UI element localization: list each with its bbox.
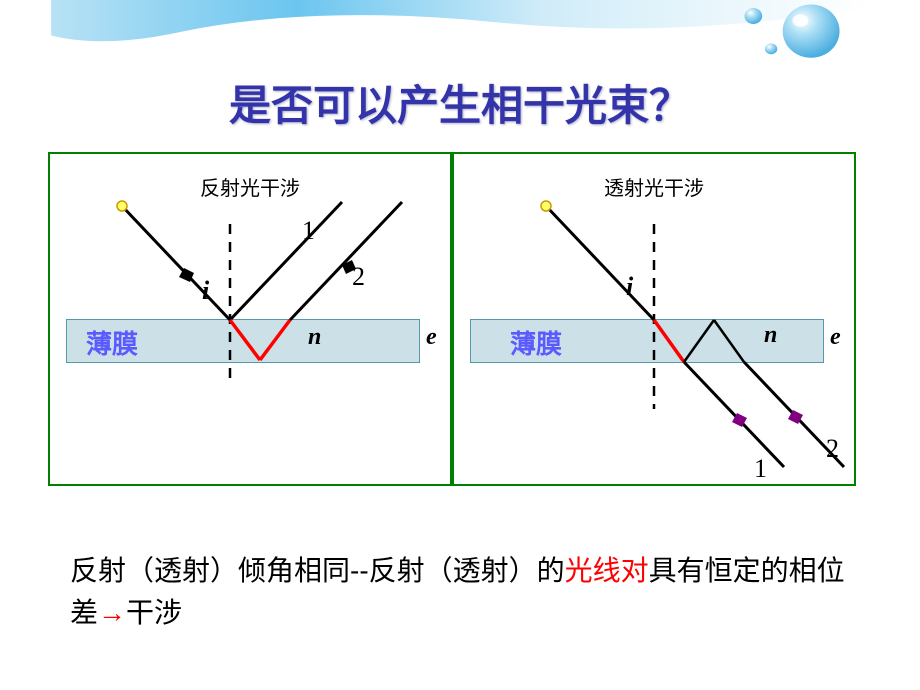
- conclusion-part3: 干涉: [126, 597, 182, 628]
- water-decoration: [0, 0, 920, 80]
- panel-reflection: 反射光干涉 薄膜 n e i 1 2: [48, 152, 452, 486]
- transmission-diagram: [454, 154, 854, 484]
- panel-transmission: 透射光干涉 薄膜 n e i 1 2: [452, 152, 856, 486]
- diagram-panels: 反射光干涉 薄膜 n e i 1 2 透射光干涉 薄膜: [48, 152, 856, 486]
- conclusion-text: 反射（透射）倾角相同--反射（透射）的光线对具有恒定的相位差→干涉: [70, 550, 850, 634]
- conclusion-red: 光线对: [565, 555, 649, 586]
- conclusion-part1: 反射（透射）倾角相同--反射（透射）的: [70, 555, 565, 586]
- reflection-diagram: [50, 154, 450, 484]
- main-title: 是否可以产生相干光束？: [0, 72, 920, 133]
- arrow-icon: →: [98, 597, 126, 628]
